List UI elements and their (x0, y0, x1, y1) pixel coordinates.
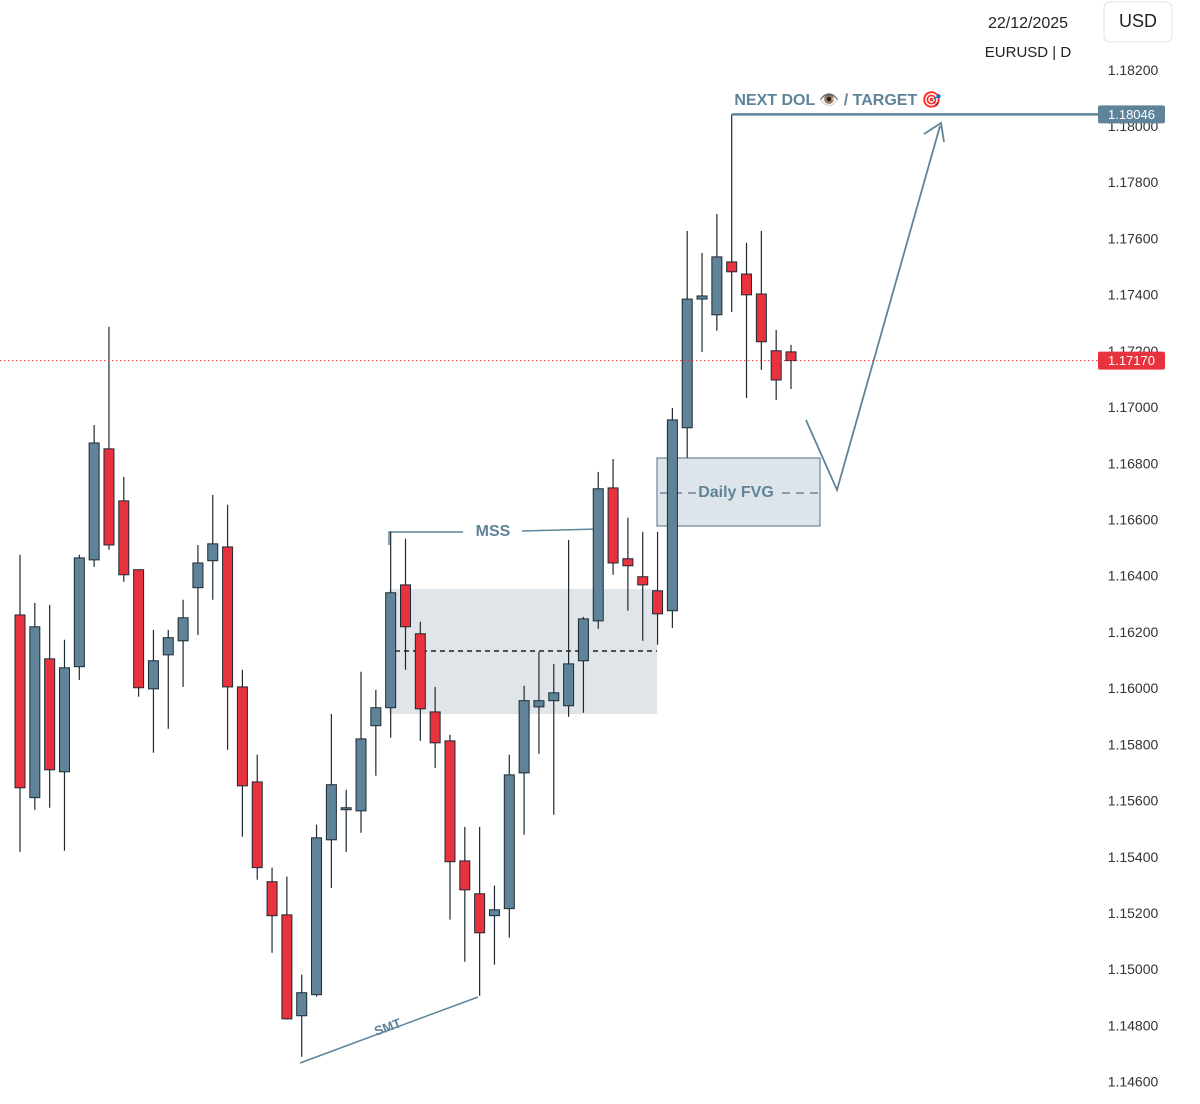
y-tick-label: 1.17400 (1108, 287, 1159, 303)
y-tick-label: 1.14600 (1108, 1074, 1159, 1090)
mss-label: MSS (476, 523, 511, 540)
y-tick-label: 1.14800 (1108, 1017, 1159, 1033)
y-tick-label: 1.16800 (1108, 455, 1159, 471)
candle-body (311, 837, 323, 996)
candle-body (770, 350, 782, 381)
fvg-zone (656, 457, 821, 527)
candle-body (726, 261, 738, 273)
candle-body (266, 881, 278, 917)
candle-body (548, 692, 560, 702)
y-tick-label: 1.16000 (1108, 680, 1159, 696)
candle-body (251, 781, 263, 869)
candle-body (637, 576, 649, 586)
candle-body (207, 543, 219, 562)
candle-body (652, 590, 664, 615)
candle-body (88, 442, 100, 561)
smt-label: SMT (372, 1015, 403, 1039)
candle-body (518, 700, 530, 774)
symbol: EURUSD | D (985, 44, 1072, 61)
candle-body (711, 256, 723, 316)
candle-body (488, 909, 500, 917)
candle-body (325, 784, 337, 841)
y-tick-label: 1.16400 (1108, 568, 1159, 584)
arrow-head (923, 121, 945, 143)
candle-body (281, 914, 293, 1020)
fvg-label: Daily FVG (698, 484, 774, 501)
y-tick-label: 1.16600 (1108, 512, 1159, 528)
candle-body (385, 592, 397, 709)
candle-body (73, 557, 85, 668)
candle-body (118, 500, 130, 576)
candle-body (44, 658, 56, 771)
candle-body (29, 626, 41, 799)
candle-body (103, 448, 115, 546)
price-tag (1098, 351, 1165, 370)
candle-body (177, 617, 189, 642)
y-tick-label: 1.15400 (1108, 849, 1159, 865)
y-tick-label: 1.15600 (1108, 793, 1159, 809)
candle-body (696, 295, 708, 300)
candle-body (444, 740, 456, 863)
y-tick-label: 1.15000 (1108, 961, 1159, 977)
candle-body (400, 584, 411, 628)
price-tag (1098, 105, 1165, 124)
candle-body (755, 293, 767, 343)
candle-body (533, 700, 545, 708)
currency[interactable]: USD (1119, 11, 1157, 31)
price-tag-label: 1.17170 (1108, 353, 1155, 368)
smt-line (299, 996, 479, 1064)
projection-arrow (805, 125, 941, 493)
mss-line (388, 531, 463, 545)
currency-button[interactable] (1103, 1, 1173, 43)
candle-body (459, 860, 471, 891)
candle-body (355, 738, 367, 812)
candle-body (503, 774, 515, 910)
candle-body (414, 633, 426, 710)
y-tick-label: 1.17600 (1108, 230, 1159, 246)
y-tick-label: 1.17800 (1108, 174, 1159, 190)
candle-body (429, 711, 441, 744)
candle-body (592, 488, 604, 622)
y-tick-label: 1.15200 (1108, 905, 1159, 921)
candle-body (133, 569, 145, 689)
candle-body (236, 686, 248, 787)
candle-body (340, 807, 352, 811)
candle-body (222, 546, 234, 688)
candle-body (474, 893, 486, 934)
candle-body (622, 558, 634, 567)
target-label: NEXT DOL 👁️ / TARGET 🎯 (734, 91, 941, 109)
candle-body (666, 419, 678, 612)
candle-body (741, 273, 753, 296)
date: 22/12/2025 (988, 15, 1068, 32)
candle-body (681, 298, 693, 429)
y-tick-label: 1.16200 (1108, 624, 1159, 640)
y-tick-label: 1.15800 (1108, 736, 1159, 752)
annotation-layer: Daily FVG MSS SMT NEXT DOL 👁️ / TARGET 🎯 (299, 91, 945, 1064)
candle-body (192, 562, 204, 589)
y-tick-label: 1.17000 (1108, 399, 1159, 415)
candle-body (577, 618, 589, 662)
candle-body (607, 487, 619, 564)
candle-body (370, 707, 382, 727)
mss-line (521, 528, 599, 532)
candle-body (563, 663, 575, 707)
candle-body (14, 614, 26, 789)
y-tick-label: 1.18200 (1108, 62, 1159, 78)
candle-body (58, 667, 70, 773)
candle-body (785, 351, 797, 362)
candle-body (162, 637, 174, 656)
price-tag-label: 1.18046 (1108, 107, 1155, 122)
candle-body (147, 660, 159, 690)
candle-body (296, 992, 308, 1017)
